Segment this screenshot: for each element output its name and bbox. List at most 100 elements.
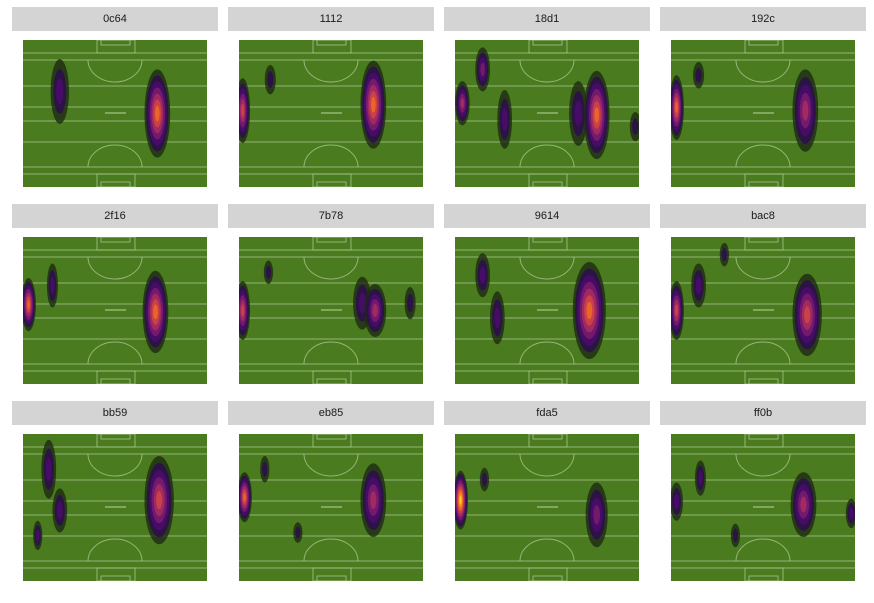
penalty-box (312, 370, 352, 384)
density-contour (460, 97, 465, 109)
penalty-box (96, 567, 136, 581)
density-contour (370, 491, 377, 510)
pitch-markings (239, 434, 423, 581)
density-contour (695, 276, 702, 295)
density-contour (501, 107, 508, 131)
density-contour (45, 457, 52, 481)
density-contour (56, 501, 63, 520)
density-contour (27, 299, 30, 310)
facet-strip-label: 0c64 (12, 7, 218, 31)
facet-panel: 7b78 (228, 204, 434, 394)
goal-box (316, 434, 347, 440)
density-contour (371, 96, 376, 113)
facet-strip-label: 192c (660, 7, 866, 31)
facet-strip-label: 9614 (444, 204, 650, 228)
facet-strip-label: fda5 (444, 401, 650, 425)
pitch-plot (23, 434, 207, 581)
goal-box (748, 237, 779, 243)
penalty-box (312, 434, 352, 448)
facet-panel: bac8 (660, 204, 866, 394)
goal-box (316, 237, 347, 243)
pitch-plot (23, 40, 207, 187)
facet-strip-label: eb85 (228, 401, 434, 425)
facet-strip-label: bb59 (12, 401, 218, 425)
goal-box (748, 434, 779, 440)
facet-strip-label: ff0b (660, 401, 866, 425)
penalty-arc (87, 144, 143, 168)
goal-box (316, 181, 347, 187)
density-layer (671, 460, 855, 548)
density-contour (156, 491, 163, 510)
penalty-arc (735, 59, 791, 83)
goal-box (748, 575, 779, 581)
goal-box (532, 378, 563, 384)
penalty-box (96, 40, 136, 54)
penalty-box (528, 40, 568, 54)
pitch-markings (671, 40, 855, 187)
goal-box (532, 434, 563, 440)
goal-box (316, 575, 347, 581)
density-layer (33, 439, 174, 551)
density-contour (459, 496, 462, 505)
penalty-arc (735, 453, 791, 477)
goal-box (532, 40, 563, 46)
density-contour (802, 100, 809, 121)
penalty-arc (519, 256, 575, 280)
penalty-box (312, 40, 352, 54)
penalty-box (528, 567, 568, 581)
goal-box (100, 40, 131, 46)
density-layer (239, 260, 416, 340)
density-layer (239, 60, 387, 149)
pitch-plot (239, 237, 423, 384)
density-contour (153, 304, 158, 320)
density-contour (358, 292, 366, 314)
facet-strip-label: 7b78 (228, 204, 434, 228)
density-contour (267, 71, 274, 88)
goal-box (748, 181, 779, 187)
penalty-arc (87, 59, 143, 83)
pitch-markings (239, 237, 423, 384)
density-layer (671, 242, 822, 357)
density-contour (695, 67, 702, 83)
facet-panel: 192c (660, 7, 866, 197)
penalty-box (528, 237, 568, 251)
pitch-plot (671, 434, 855, 581)
pitch-markings (455, 434, 639, 581)
density-contour (295, 526, 301, 539)
density-contour (593, 505, 601, 525)
goal-box (316, 378, 347, 384)
penalty-arc (87, 453, 143, 477)
penalty-arc (303, 144, 359, 168)
density-contour (241, 304, 245, 317)
penalty-arc (735, 256, 791, 280)
penalty-arc (87, 341, 143, 365)
density-layer (239, 456, 387, 543)
facet-panel: fda5 (444, 401, 650, 591)
penalty-box (744, 567, 784, 581)
density-contour (673, 494, 680, 510)
density-contour (675, 101, 678, 114)
pitch-plot (455, 434, 639, 581)
density-contour (35, 529, 40, 542)
density-contour (698, 471, 703, 486)
density-contour (732, 528, 738, 543)
goal-box (100, 378, 131, 384)
density-layer (50, 59, 171, 158)
density-contour (574, 100, 582, 127)
density-contour (265, 265, 272, 279)
density-layer (23, 263, 169, 354)
penalty-box (744, 173, 784, 187)
density-contour (372, 304, 378, 317)
penalty-box (528, 370, 568, 384)
goal-box (100, 237, 131, 243)
facet-panel: bb59 (12, 401, 218, 591)
pitch-plot (455, 40, 639, 187)
penalty-box (96, 237, 136, 251)
pitch-plot (671, 40, 855, 187)
density-contour (494, 307, 501, 329)
density-layer (475, 253, 606, 360)
penalty-arc (303, 59, 359, 83)
penalty-arc (87, 538, 143, 562)
facet-panel: 1112 (228, 7, 434, 197)
penalty-arc (87, 256, 143, 280)
